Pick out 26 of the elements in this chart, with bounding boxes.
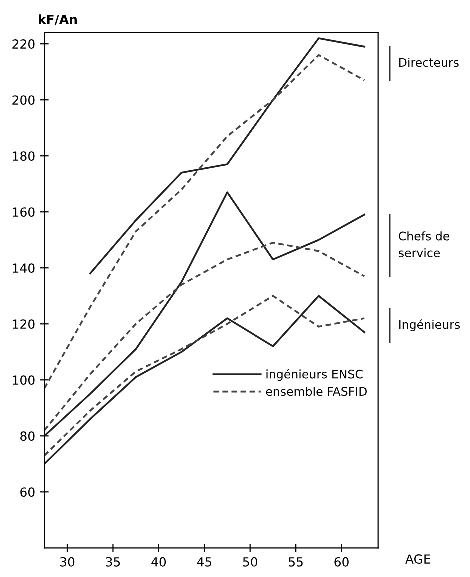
y-tick-label: 100 [13,376,35,386]
legend-label: ingénieurs ENSC [266,369,363,382]
line-series [44,192,366,438]
y-tick-label: 220 [12,40,35,50]
text: Ingénieurs [400,320,460,332]
x-tick-label: 60 [334,557,349,567]
y-tick-label: 60 [20,488,35,498]
line-series [44,242,366,432]
y-axis-title: kF/An [39,14,77,26]
x-tick-label: 30 [60,557,75,567]
line-series [89,38,366,275]
x-tick-label: 35 [106,557,120,567]
y-tick-label: 120 [13,320,35,330]
y-tick-label: 200 [12,96,35,106]
x-tick-label: 40 [152,557,166,567]
y-tick-label: 80 [20,432,35,442]
y-tick-label: 160 [13,208,35,218]
legend-label: ensemble FASFID [266,386,368,396]
x-axis-title: AGE [406,554,431,564]
text: Directeurs [400,58,459,68]
x-tick-label: 50 [243,557,258,567]
x-tick-label: 55 [289,558,303,567]
y-tick-label: 140 [13,264,35,274]
x-tick-label: 45 [197,558,212,567]
text: Chefs de service [399,232,450,258]
y-tick-label: 180 [13,152,35,162]
